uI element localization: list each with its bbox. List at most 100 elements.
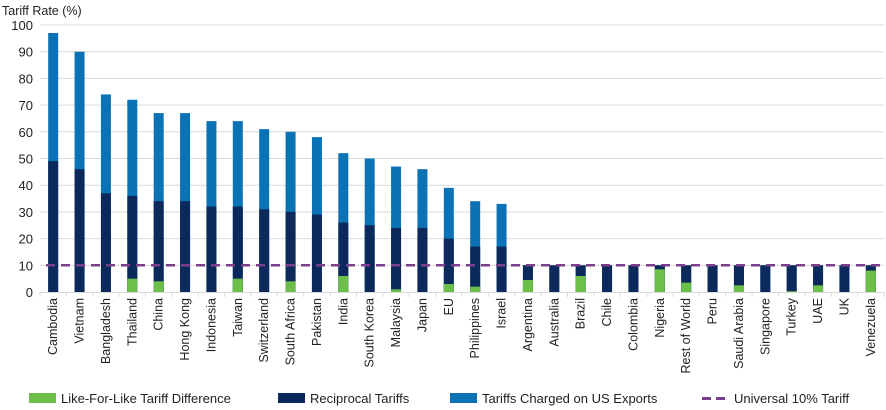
legend-swatch-dashed — [702, 396, 729, 400]
bars — [48, 33, 876, 293]
x-category-label: Rest of World — [679, 298, 693, 374]
y-tick-label: 60 — [19, 125, 33, 140]
x-category-label: Pakistan — [310, 298, 324, 346]
x-category-label: China — [152, 298, 166, 331]
legend-label: Reciprocal Tariffs — [310, 390, 410, 406]
bar-like-for-like-tariff-difference — [654, 269, 665, 292]
bar-reciprocal-tariffs — [364, 225, 375, 292]
bar-like-for-like-tariff-difference — [813, 285, 824, 292]
y-tick-label: 20 — [19, 232, 33, 247]
bar-like-for-like-tariff-difference — [443, 283, 454, 292]
bar-tariffs-charged-on-us-exports — [100, 94, 111, 292]
legend-label: Like-For-Like Tariff Difference — [61, 390, 231, 406]
legend-label: Universal 10% Tariff — [734, 390, 850, 406]
bar-like-for-like-tariff-difference — [338, 275, 349, 292]
x-category-label: Japan — [415, 298, 429, 332]
bar-like-for-like-tariff-difference — [786, 291, 797, 292]
bar-like-for-like-tariff-difference — [232, 278, 243, 292]
y-tick-label: 80 — [19, 71, 33, 86]
x-category-label: Nigeria — [653, 298, 667, 338]
x-category-label: Switzerland — [257, 298, 271, 363]
x-category-label: UAE — [811, 298, 825, 324]
x-category-label: Brazil — [574, 298, 588, 329]
y-tick-label: 10 — [19, 258, 33, 273]
x-category-label: Singapore — [758, 298, 772, 355]
bar-reciprocal-tariffs — [206, 206, 217, 292]
legend-swatch-green — [29, 393, 56, 403]
bar-like-for-like-tariff-difference — [470, 286, 481, 292]
bar-reciprocal-tariffs — [311, 214, 322, 292]
x-category-label: Argentina — [521, 298, 535, 352]
y-tick-label: 40 — [19, 178, 33, 193]
x-category-label: Malaysia — [389, 298, 403, 347]
y-tick-label: 30 — [19, 205, 33, 220]
bar-reciprocal-tariffs — [470, 246, 481, 292]
y-tick-label: 0 — [26, 285, 33, 300]
legend: Like-For-Like Tariff Difference Reciproc… — [0, 388, 886, 408]
bar-reciprocal-tariffs — [813, 265, 824, 292]
bar-reciprocal-tariffs — [74, 169, 85, 292]
legend-item-universal: Universal 10% Tariff — [702, 388, 849, 408]
legend-label: Tariffs Charged on US Exports — [482, 390, 658, 406]
bar-reciprocal-tariffs — [681, 265, 692, 292]
legend-item-us-exports: Tariffs Charged on US Exports — [450, 388, 657, 408]
bar-reciprocal-tariffs — [100, 193, 111, 292]
x-category-label: Bangladesh — [99, 298, 113, 364]
x-category-label: EU — [442, 298, 456, 315]
x-category-label: Chile — [600, 298, 614, 327]
bar-like-for-like-tariff-difference — [865, 270, 876, 292]
x-category-label: Cambodia — [46, 298, 60, 355]
y-tick-label: 70 — [19, 98, 33, 113]
bar-reciprocal-tariffs — [338, 222, 349, 292]
x-category-label: Thailand — [125, 298, 139, 346]
bar-reciprocal-tariffs — [259, 209, 270, 292]
legend-swatch-blue — [450, 393, 477, 403]
bar-like-for-like-tariff-difference — [681, 282, 692, 292]
y-tick-label: 90 — [19, 45, 33, 60]
x-category-label: Venezuela — [864, 298, 878, 356]
bar-reciprocal-tariffs — [180, 201, 191, 292]
x-category-label: Colombia — [626, 298, 640, 351]
bar-reciprocal-tariffs — [127, 195, 138, 292]
bar-like-for-like-tariff-difference — [575, 275, 586, 292]
gridlines — [40, 24, 884, 266]
y-axis-ticks: 0 10 20 30 40 50 60 70 80 90 100 — [11, 18, 33, 300]
legend-item-like-for-like: Like-For-Like Tariff Difference — [29, 388, 231, 408]
bar-reciprocal-tariffs — [496, 246, 507, 292]
x-category-label: Saudi Arabia — [732, 298, 746, 369]
y-axis-title: Tariff Rate (%) — [2, 4, 82, 18]
bar-reciprocal-tariffs — [443, 238, 454, 292]
bar-reciprocal-tariffs — [602, 265, 613, 292]
bar-like-for-like-tariff-difference — [391, 289, 402, 292]
bar-reciprocal-tariffs — [285, 211, 296, 292]
bar-reciprocal-tariffs — [839, 265, 850, 292]
bar-like-for-like-tariff-difference — [153, 281, 164, 292]
bar-reciprocal-tariffs — [48, 161, 59, 292]
bar-reciprocal-tariffs — [707, 265, 718, 292]
x-category-label: Peru — [706, 298, 720, 324]
bar-reciprocal-tariffs — [417, 227, 428, 292]
x-category-label: Indonesia — [204, 298, 218, 352]
x-category-label: Taiwan — [231, 298, 245, 337]
legend-swatch-navy — [278, 393, 305, 403]
bar-reciprocal-tariffs — [153, 201, 164, 292]
x-category-label: Hong Kong — [178, 298, 192, 361]
bar-reciprocal-tariffs — [391, 227, 402, 292]
x-category-label: Turkey — [785, 297, 799, 335]
x-category-label: South Africa — [284, 298, 298, 365]
tariff-chart: Tariff Rate (%) 0 10 20 30 40 50 60 70 80 90 100 C… — [2, 4, 885, 374]
bar-like-for-like-tariff-difference — [733, 285, 744, 292]
x-axis — [39, 292, 885, 297]
bar-like-for-like-tariff-difference — [285, 281, 296, 292]
x-category-label: UK — [837, 297, 851, 315]
y-tick-label: 50 — [19, 152, 33, 167]
bar-reciprocal-tariffs — [549, 265, 560, 292]
legend-item-reciprocal: Reciprocal Tariffs — [278, 388, 409, 408]
x-category-label: Israel — [495, 298, 509, 329]
bar-reciprocal-tariffs — [733, 265, 744, 292]
x-category-label: Vietnam — [73, 298, 87, 344]
bar-like-for-like-tariff-difference — [522, 279, 533, 292]
bar-like-for-like-tariff-difference — [127, 278, 138, 292]
x-axis-labels: Cambodia Vietnam Bangladesh Thailand China Ho… — [46, 297, 878, 373]
x-category-label: South Korea — [363, 298, 377, 368]
